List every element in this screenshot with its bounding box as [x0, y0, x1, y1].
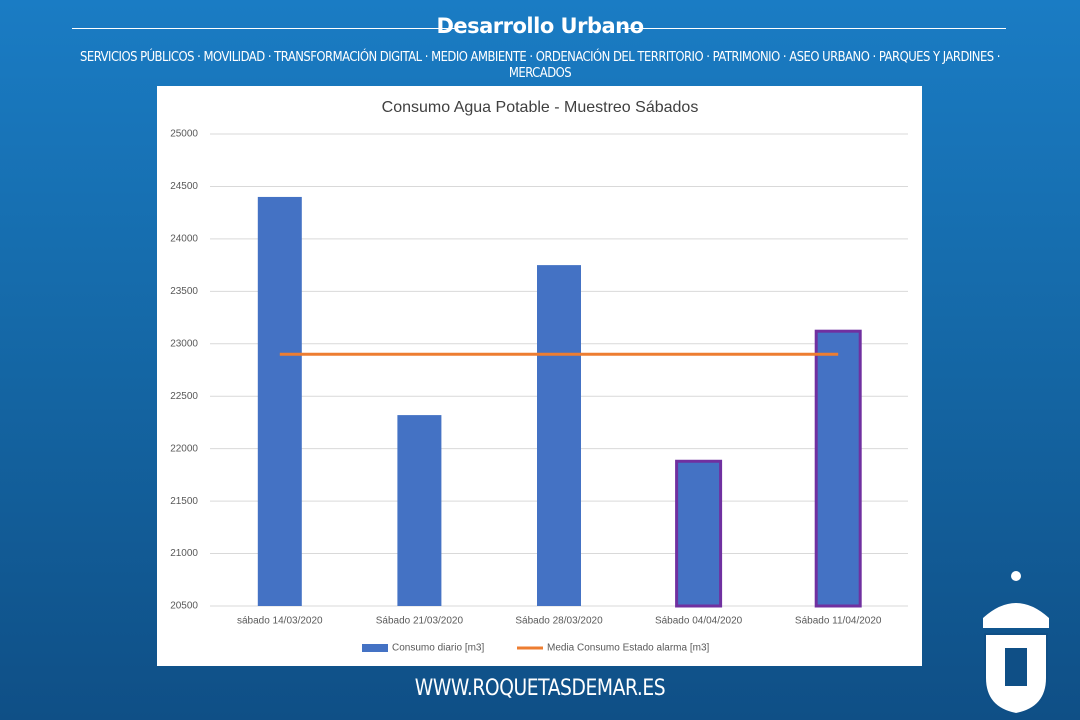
y-tick-label: 21500: [170, 496, 198, 507]
coat-of-arms: [983, 571, 1049, 716]
bar: [675, 459, 723, 608]
y-tick-label: 22000: [170, 443, 198, 454]
header-rule: [72, 28, 456, 29]
chart-title: Consumo Agua Potable - Muestreo Sábados: [382, 99, 699, 116]
y-tick-label: 24500: [170, 181, 198, 192]
legend-swatch: [362, 644, 388, 652]
x-tick-label: Sábado 04/04/2020: [655, 616, 743, 627]
y-tick-label: 22500: [170, 391, 198, 402]
y-tick-label: 20500: [170, 601, 198, 612]
legend-label: Media Consumo Estado alarma [m3]: [547, 643, 710, 654]
header-subtitle: SERVICIOS PÚBLICOS · MOVILIDAD · TRANSFO…: [80, 49, 1000, 81]
chart: Consumo Agua Potable - Muestreo Sábados …: [170, 99, 908, 654]
bar: [397, 415, 442, 606]
header-title: Desarrollo Urbano: [436, 14, 644, 38]
x-tick-label: Sábado 11/04/2020: [795, 616, 882, 627]
bar: [814, 329, 862, 608]
header-rule: [622, 28, 1006, 29]
x-tick-label: Sábado 21/03/2020: [376, 616, 464, 627]
bar: [257, 196, 302, 606]
y-tick-label: 25000: [170, 129, 198, 140]
y-tick-label: 24000: [170, 234, 198, 245]
x-tick-label: Sábado 28/03/2020: [515, 616, 603, 627]
legend-label: Consumo diario [m3]: [392, 643, 484, 654]
x-tick-label: sábado 14/03/2020: [237, 616, 323, 627]
footer-url[interactable]: WWW.ROQUETASDEMAR.ES: [414, 676, 666, 701]
y-tick-label: 23500: [170, 286, 198, 297]
y-tick-label: 23000: [170, 338, 198, 349]
bar: [537, 265, 581, 606]
y-tick-label: 21000: [170, 548, 198, 559]
